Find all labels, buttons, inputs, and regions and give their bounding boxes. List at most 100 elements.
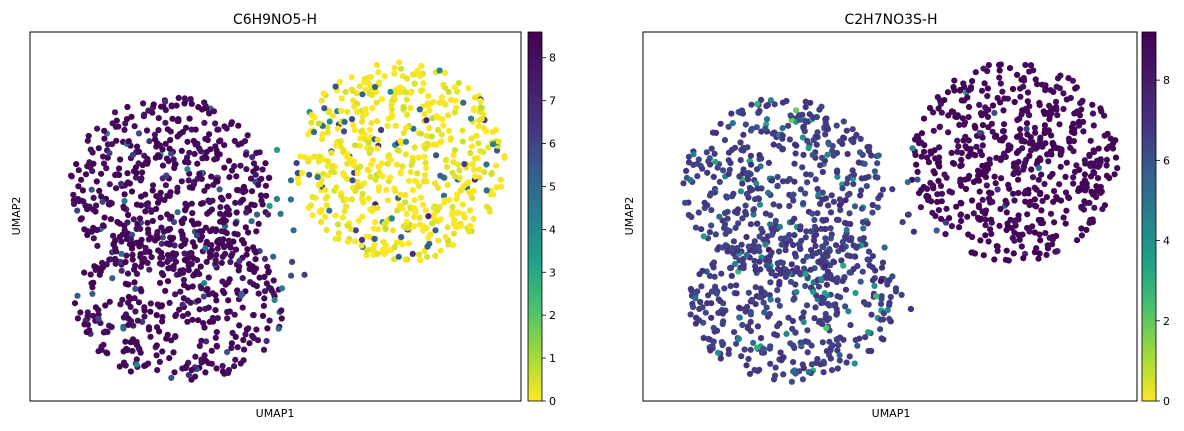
scatter-point <box>352 142 359 149</box>
scatter-point <box>219 278 226 285</box>
scatter-point <box>379 246 386 253</box>
scatter-point <box>244 246 251 253</box>
scatter-point <box>248 201 255 208</box>
scatter-point <box>743 233 750 241</box>
scatter-point <box>711 150 718 157</box>
scatter-point <box>442 233 449 240</box>
scatter-point <box>423 164 430 172</box>
scatter-point <box>264 325 271 332</box>
scatter-point <box>1006 65 1014 72</box>
scatter-point <box>129 347 136 355</box>
scatter-point <box>354 178 361 185</box>
scatter-point <box>860 235 867 242</box>
scatter-point <box>1018 243 1025 250</box>
scatter-point <box>162 106 169 114</box>
scatter-point <box>206 249 213 256</box>
scatter-point <box>363 252 370 259</box>
scatter-point <box>347 225 354 232</box>
scatter-point <box>387 174 394 181</box>
scatter-point <box>694 173 701 180</box>
scatter-point <box>341 118 348 125</box>
scatter-point <box>121 126 128 133</box>
scatter-point <box>433 113 440 120</box>
scatter-point <box>371 241 378 249</box>
scatter-point <box>287 177 295 184</box>
scatter-point <box>421 110 428 118</box>
scatter-point <box>957 212 964 219</box>
scatter-point <box>124 170 131 177</box>
scatter-point <box>1036 250 1043 257</box>
scatter-point <box>1056 121 1063 128</box>
scatter-point <box>93 226 101 234</box>
scatter-point <box>823 122 830 129</box>
scatter-point <box>81 269 88 276</box>
scatter-point <box>802 104 809 111</box>
scatter-point <box>886 302 893 309</box>
scatter-point <box>1075 118 1083 125</box>
scatter-point <box>934 94 941 101</box>
scatter-point <box>1037 136 1044 144</box>
scatter-point <box>468 143 475 150</box>
scatter-point <box>153 342 160 349</box>
scatter-point <box>918 153 925 160</box>
scatter-point <box>277 210 284 217</box>
scatter-point <box>89 284 96 291</box>
scatter-point <box>866 256 873 263</box>
scatter-point <box>972 69 979 76</box>
scatter-point <box>192 353 199 360</box>
scatter-point <box>437 216 444 223</box>
scatter-point <box>790 368 797 375</box>
scatter-point <box>212 334 219 341</box>
scatter-point <box>435 126 442 133</box>
scatter-point <box>788 378 796 385</box>
scatter-point <box>120 359 128 366</box>
scatter-point <box>306 171 313 178</box>
scatter-point <box>319 136 326 143</box>
scatter-point <box>792 150 799 157</box>
scatter-point <box>884 307 891 314</box>
scatter-point <box>453 195 460 202</box>
scatter-point <box>200 320 207 327</box>
scatter-point <box>228 344 235 352</box>
scatter-point <box>988 120 996 127</box>
scatter-point <box>402 151 409 158</box>
scatter-point <box>1101 132 1108 139</box>
scatter-point <box>1031 196 1038 203</box>
scatter-point <box>873 293 880 300</box>
scatter-point <box>266 317 273 324</box>
scatter-point <box>957 199 964 206</box>
scatter-point <box>184 310 191 317</box>
scatter-point <box>242 331 249 338</box>
scatter-point <box>85 132 92 140</box>
scatter-point <box>158 303 165 310</box>
scatter-point <box>102 302 109 309</box>
panel-2-colorbar <box>1141 31 1157 402</box>
scatter-point <box>497 176 504 183</box>
scatter-point <box>358 242 365 249</box>
scatter-point <box>859 268 866 275</box>
scatter-point <box>787 278 795 285</box>
scatter-point <box>433 152 440 159</box>
scatter-point <box>185 371 192 379</box>
scatter-point <box>810 288 817 296</box>
scatter-point <box>162 98 169 105</box>
scatter-point <box>996 222 1003 229</box>
scatter-point <box>811 315 818 322</box>
scatter-point <box>155 115 162 122</box>
scatter-point <box>171 242 178 249</box>
scatter-point <box>730 190 737 197</box>
scatter-point <box>402 192 409 199</box>
scatter-point <box>747 308 754 316</box>
scatter-point <box>378 96 385 103</box>
scatter-point <box>889 186 896 193</box>
scatter-point <box>203 338 210 345</box>
scatter-point <box>946 215 953 222</box>
scatter-point <box>473 132 480 139</box>
scatter-point <box>424 132 431 139</box>
scatter-point <box>817 162 824 169</box>
scatter-point <box>394 146 401 153</box>
scatter-point <box>416 251 423 258</box>
scatter-point <box>1043 194 1050 201</box>
scatter-point <box>84 137 91 144</box>
scatter-point <box>1097 189 1104 196</box>
